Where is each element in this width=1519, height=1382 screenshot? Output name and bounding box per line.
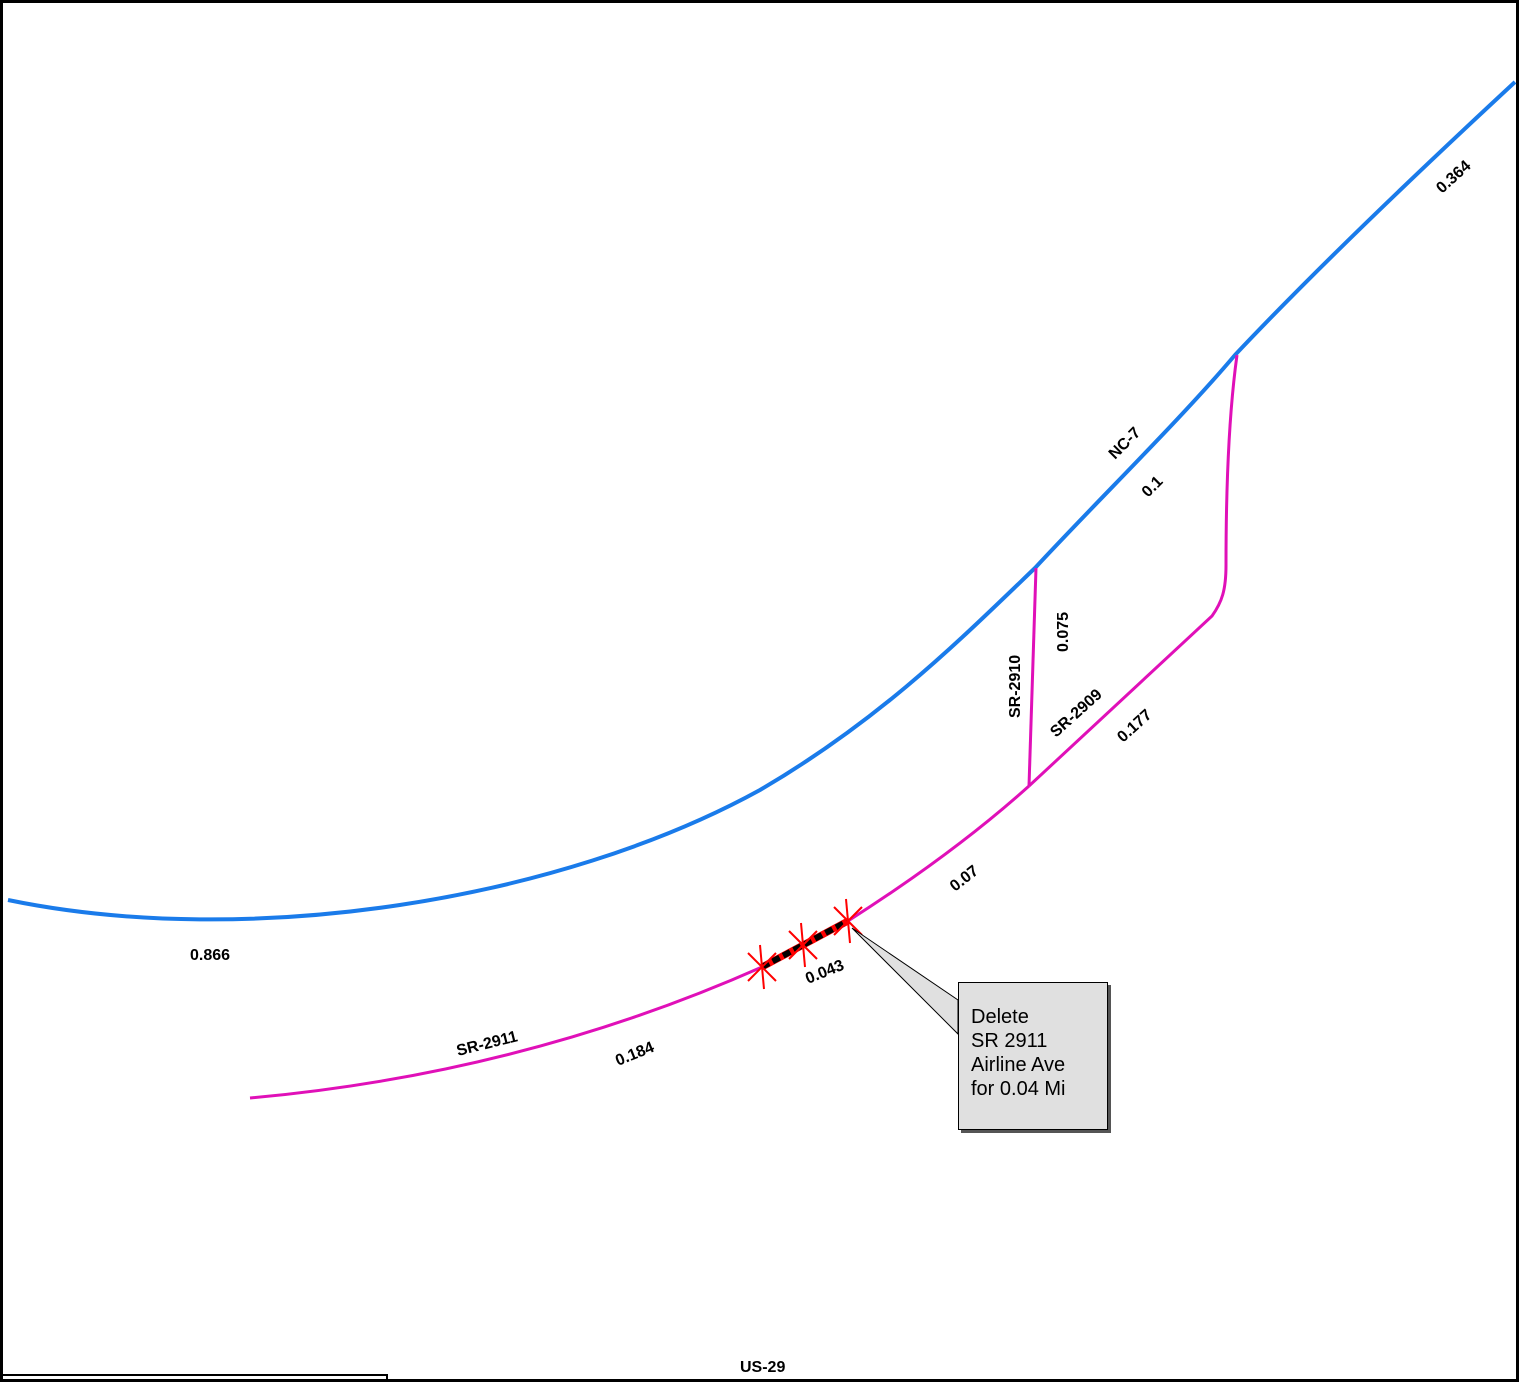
segment-label: 0.364 [1433,157,1474,196]
segment-label: 0.177 [1114,706,1155,745]
segment-label: 0.043 [803,957,847,988]
legend-box-edge [0,1374,388,1382]
red-x-marker-icon [833,898,863,944]
road-sr2910-line [1027,567,1038,787]
segment-label: 0.07 [947,863,982,896]
red-x-marker-icon [747,944,777,990]
callout-line: Airline Ave [971,1054,1066,1076]
road-label-sr2910: SR-2910 [1007,655,1024,718]
segment-label: 0.184 [613,1039,657,1070]
road-label-us29: US-29 [740,1359,785,1376]
segment-label: 0.075 [1055,612,1072,652]
road-label-sr2909: SR-2909 [1047,686,1105,741]
segment-label: 0.866 [190,947,230,964]
red-x-marker-icon [788,922,818,968]
road-sr2909-line [1027,354,1239,788]
callout-pointer [851,927,959,1036]
road-sr2911-line [249,784,1031,1100]
segment-label: 0.1 [1139,473,1167,501]
callout-line: SR 2911 [971,1030,1048,1052]
callout-line: Delete [971,1006,1029,1028]
delete-callout: Delete SR 2911 Airline Ave for 0.04 Mi [958,982,1108,1130]
callout-line: for 0.04 Mi [971,1078,1066,1100]
road-nc7-line [7,80,1517,922]
